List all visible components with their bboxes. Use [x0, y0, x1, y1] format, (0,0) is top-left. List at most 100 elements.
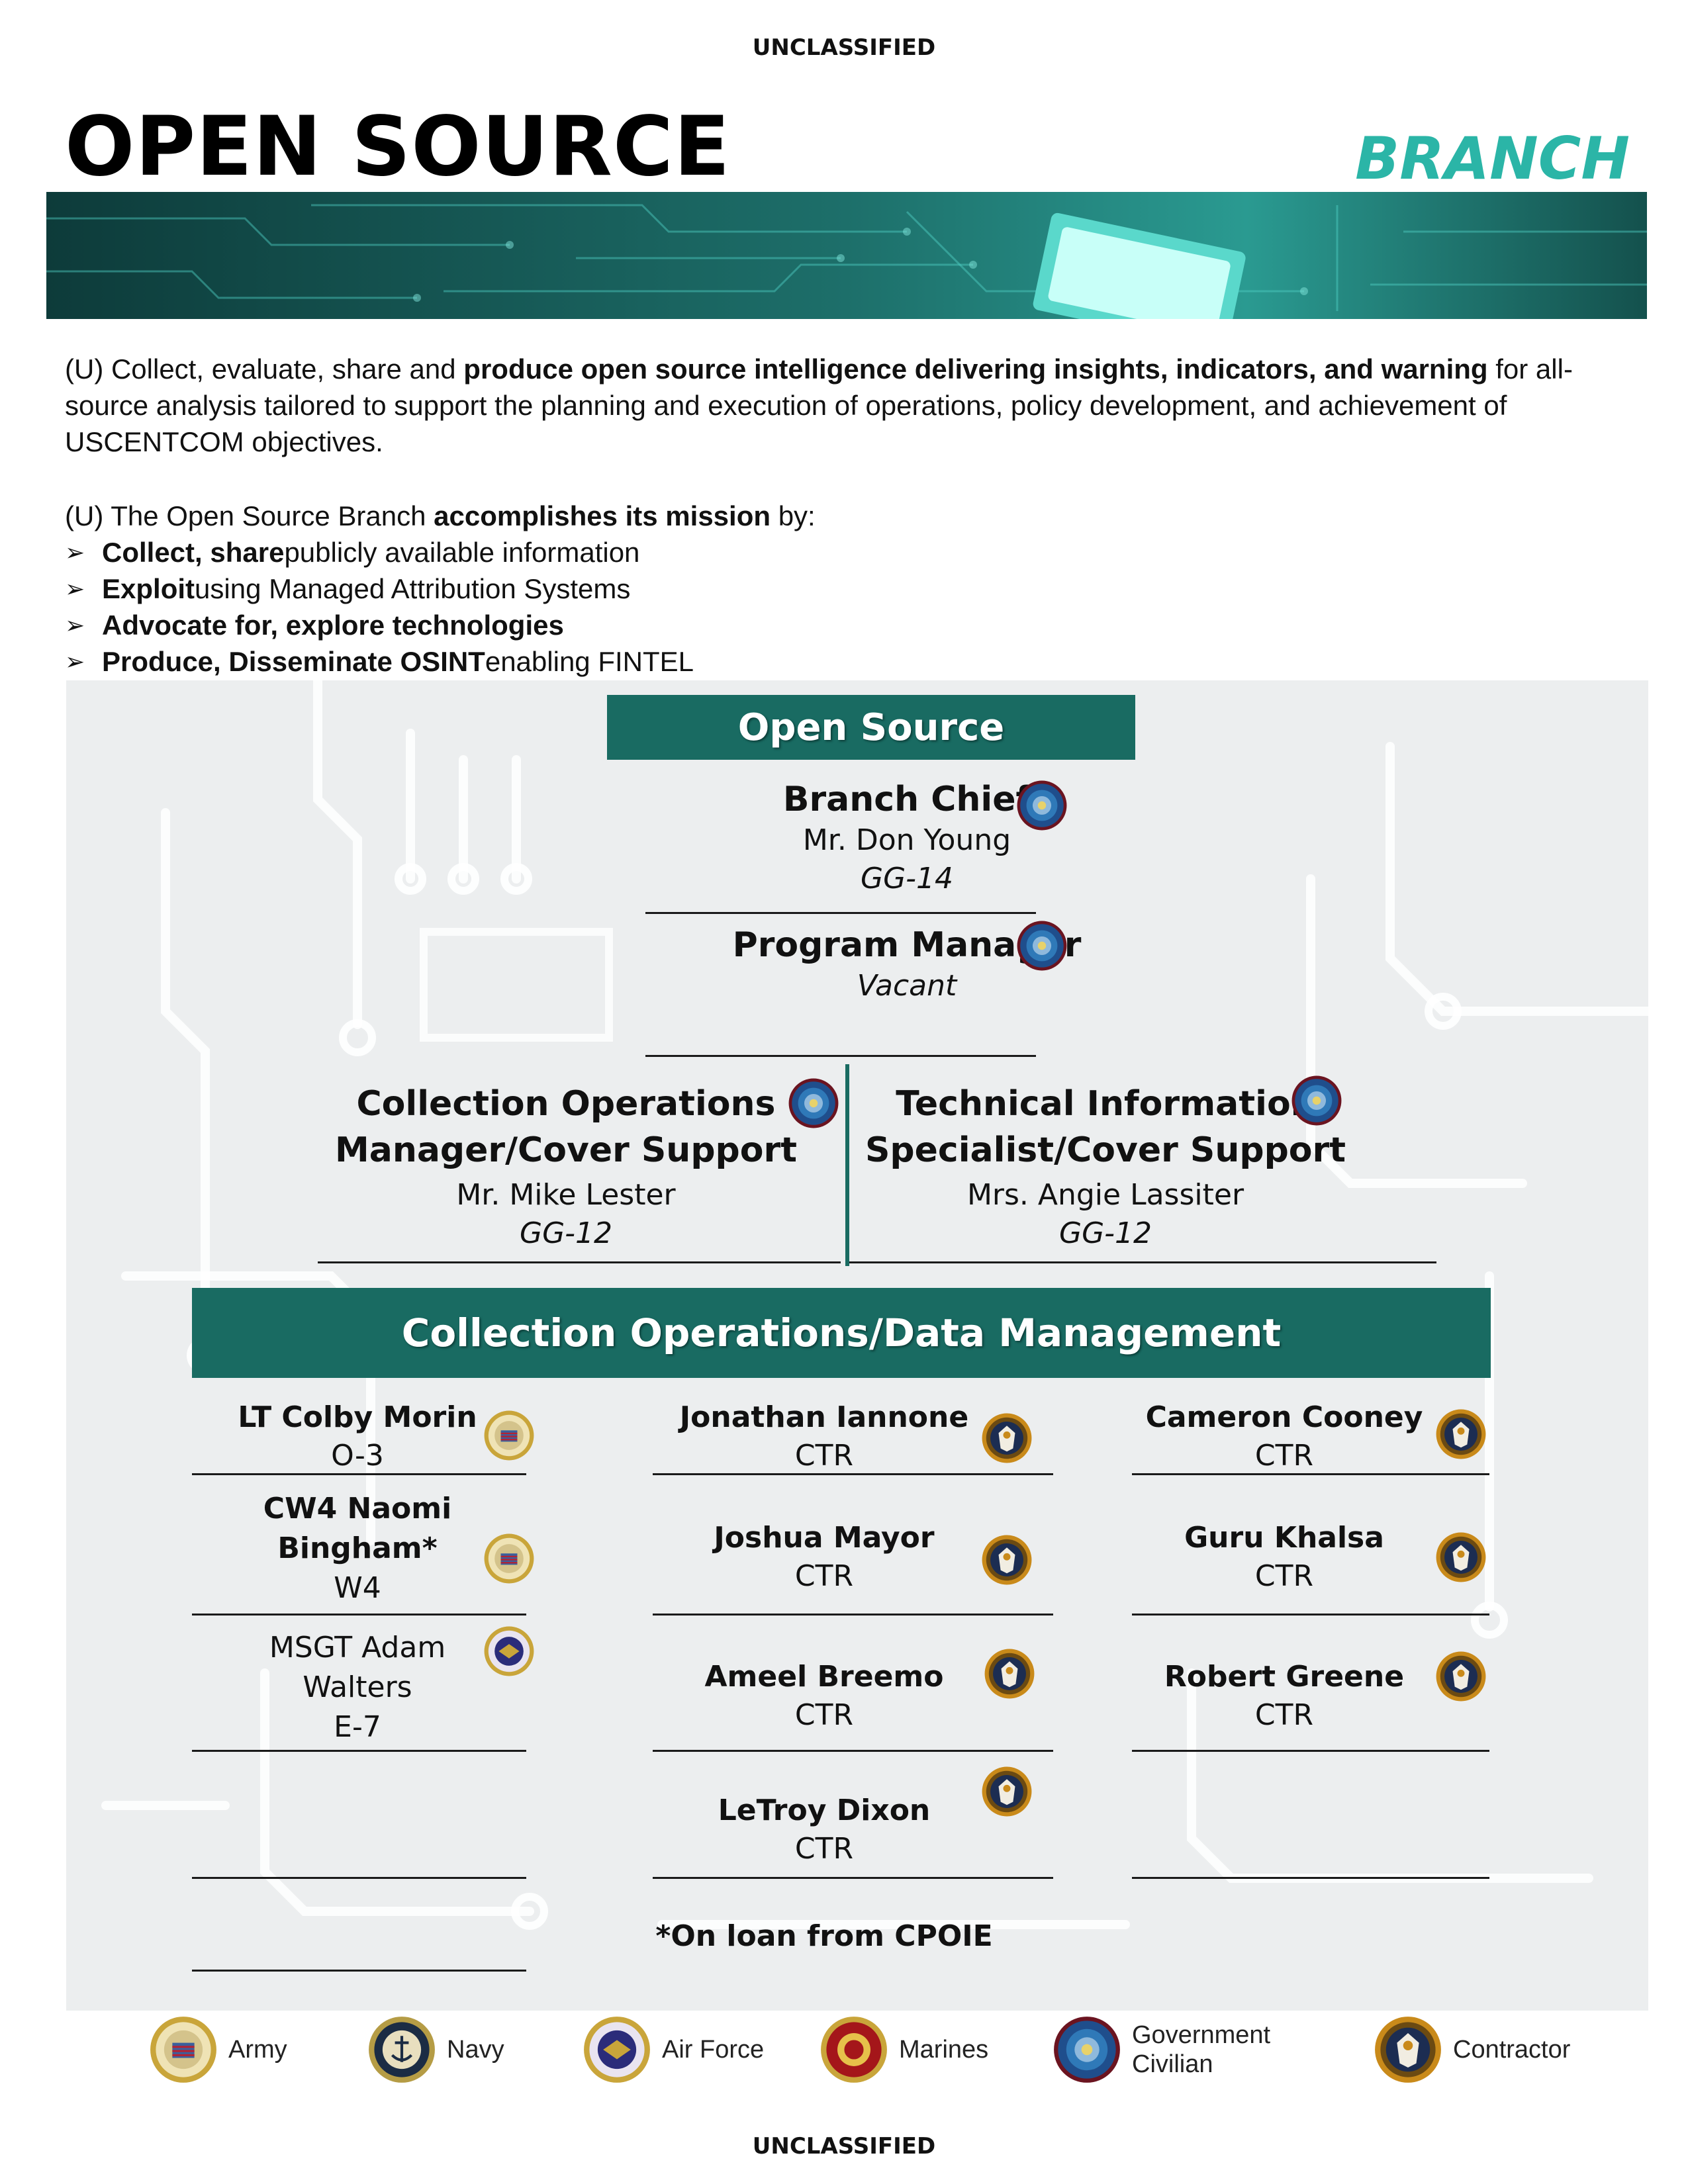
legend-item-government-civilian: Government Civilian [1053, 2013, 1270, 2086]
org-connector-line [845, 1064, 849, 1266]
intro-suffix: for all-source analysis tailored to supp… [65, 353, 1573, 457]
contractor-seal-icon [981, 1534, 1033, 1586]
divider [653, 1750, 1053, 1752]
divider [192, 1970, 526, 1972]
contractor-seal-icon [1435, 1531, 1487, 1583]
program-manager-title: Program Manager [732, 925, 1082, 965]
member-grade: CTR [794, 1698, 854, 1732]
air-force-seal-icon [583, 2015, 651, 2084]
collection-ops-manager-title-line1: Collection Operations [356, 1084, 776, 1124]
legend-item-air-force: Air Force [583, 2013, 764, 2086]
member-grade: CTR [1254, 1439, 1314, 1473]
legend-item-contractor: Contractor [1374, 2013, 1570, 2086]
member-grade: CTR [1254, 1559, 1314, 1593]
tech-info-specialist-title-line2: Specialist/Cover Support [865, 1130, 1346, 1170]
mission-bullet-list: ➢ Collect, share publicly available infor… [65, 534, 694, 680]
member-name-line2: Walters [303, 1670, 412, 1704]
divider [645, 1055, 1036, 1057]
circuit-background-image [101, 680, 1648, 1930]
intro-prefix: (U) Collect, evaluate, share and [65, 353, 464, 385]
tech-info-specialist-title-line1: Technical Information [896, 1084, 1315, 1124]
org-chart-panel: Open Source Branch Chief Mr. Don Young G… [66, 680, 1648, 2011]
legend-label-line2: Civilian [1132, 2050, 1213, 2078]
legend-label-line1: Government [1132, 2021, 1271, 2049]
divider [192, 1614, 526, 1615]
government-civilian-seal-icon [1053, 2015, 1121, 2084]
list-item: ➢ Produce, Disseminate OSINT enabling FIN… [65, 643, 694, 680]
bullet-bold: Produce, Disseminate OSINT [102, 646, 485, 677]
navy-seal-icon [367, 2015, 436, 2084]
legend-label: Army [228, 2036, 287, 2064]
tech-info-specialist-name: Mrs. Angie Lassiter [966, 1178, 1244, 1212]
member-name: Ameel Breemo [704, 1660, 944, 1694]
intro-bold: produce open source intelligence deliver… [463, 353, 1488, 385]
member-name-line1: CW4 Naomi [263, 1492, 452, 1525]
bullet-bold: Advocate for, explore technologies [102, 610, 564, 641]
mission-prefix: (U) The Open Source Branch [65, 500, 434, 531]
list-item: ➢ Exploit using Managed Attribution Syste… [65, 570, 694, 607]
legend-item-navy: Navy [367, 2013, 504, 2086]
member-name: LT Colby Morin [238, 1400, 477, 1434]
legend-label: Air Force [662, 2036, 765, 2064]
branch-chief-grade: GG-14 [860, 862, 954, 895]
arrow-bullet-icon: ➢ [65, 648, 85, 675]
divider [1132, 1473, 1489, 1475]
army-seal-icon [483, 1533, 535, 1584]
legend-item-marines: Marines [820, 2013, 988, 2086]
contractor-seal-icon [1374, 2015, 1442, 2084]
member-name: LeTroy Dixon [718, 1794, 931, 1827]
page-subtitle: BRANCH [1355, 124, 1630, 193]
legend-label: Government Civilian [1132, 2021, 1270, 2079]
government-civilian-seal-icon [1016, 780, 1068, 831]
member-grade: O-3 [331, 1439, 384, 1473]
member-grade: CTR [794, 1559, 854, 1593]
divider [849, 1261, 1436, 1263]
collection-ops-manager-grade: GG-12 [519, 1216, 613, 1250]
bullet-text: publicly available information [284, 537, 640, 568]
branch-chief-name: Mr. Don Young [802, 823, 1011, 857]
contractor-seal-icon [981, 1766, 1033, 1817]
open-source-header: Open Source [607, 695, 1135, 760]
marines-seal-icon [820, 2015, 888, 2084]
arrow-bullet-icon: ➢ [65, 612, 85, 639]
contractor-seal-icon [984, 1648, 1035, 1700]
member-grade: CTR [794, 1832, 854, 1866]
list-item: ➢ Advocate for, explore technologies [65, 607, 694, 643]
member-grade: CTR [1254, 1698, 1314, 1732]
collection-ops-data-mgmt-header: Collection Operations/Data Management [192, 1288, 1491, 1378]
divider [1132, 1614, 1489, 1615]
divider [192, 1877, 526, 1879]
bullet-bold: Collect, share [102, 537, 285, 568]
legend-label: Marines [899, 2036, 989, 2064]
member-grade: CTR [794, 1439, 854, 1473]
divider [192, 1750, 526, 1752]
divider [318, 1261, 841, 1263]
member-name: Guru Khalsa [1184, 1521, 1384, 1555]
member-name: Jonathan Iannone [679, 1400, 969, 1434]
divider [1132, 1877, 1489, 1879]
divider [653, 1614, 1053, 1615]
member-name: Robert Greene [1164, 1660, 1405, 1694]
arrow-bullet-icon: ➢ [65, 575, 85, 602]
army-seal-icon [149, 2015, 218, 2084]
collection-ops-manager-name: Mr. Mike Lester [456, 1178, 676, 1212]
government-civilian-seal-icon [1291, 1075, 1342, 1126]
branch-chief-title: Branch Chief [782, 780, 1031, 819]
member-name-line1: MSGT Adam [269, 1631, 446, 1664]
divider [192, 1473, 526, 1475]
government-civilian-seal-icon [788, 1077, 839, 1129]
classification-bottom: UNCLASSIFIED [752, 2133, 936, 2160]
government-civilian-seal-icon [1016, 920, 1068, 972]
member-name: Cameron Cooney [1145, 1400, 1423, 1434]
member-name: Joshua Mayor [714, 1521, 935, 1555]
bullet-text: using Managed Attribution Systems [195, 573, 631, 604]
tech-info-specialist-grade: GG-12 [1058, 1216, 1152, 1250]
mission-suffix: by: [771, 500, 816, 531]
air-force-seal-icon [483, 1625, 535, 1677]
page-title: OPEN SOURCE [65, 99, 731, 195]
member-grade: W4 [334, 1571, 381, 1605]
member-grade: E-7 [334, 1710, 381, 1744]
legend-label: Navy [447, 2036, 504, 2064]
divider [1132, 1750, 1489, 1752]
bullet-text: enabling FINTEL [485, 646, 694, 677]
